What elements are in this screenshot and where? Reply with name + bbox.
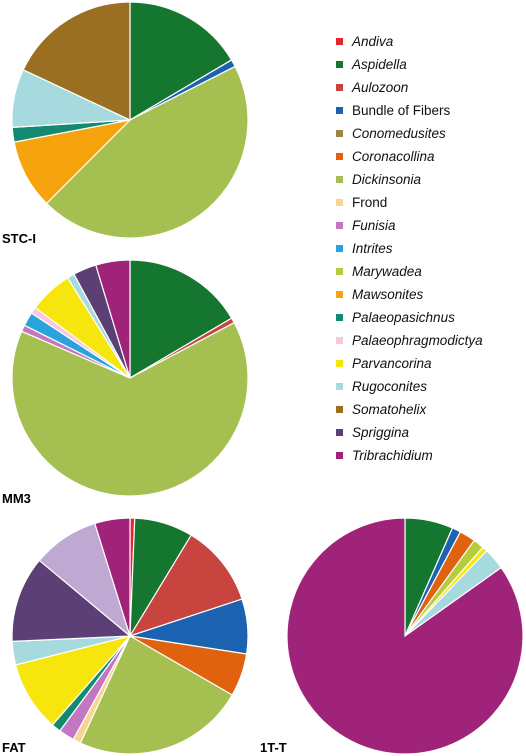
legend-label: Marywadea <box>352 264 422 279</box>
pie-slice-fat-tribrachidium <box>94 517 131 637</box>
pie-slice-fat-spriggina <box>11 559 132 642</box>
legend-swatch <box>336 383 343 390</box>
legend-swatch <box>336 130 343 137</box>
legend-label: Conomedusites <box>352 126 446 141</box>
legend-swatch <box>336 153 343 160</box>
legend-swatch <box>336 337 343 344</box>
legend-item-palaeopasichnus: Palaeopasichnus <box>336 306 526 329</box>
pie-label-1t-t: 1T-T <box>260 740 287 755</box>
legend-label: Funisia <box>352 218 396 233</box>
legend-label: Andiva <box>352 34 394 49</box>
pie-slice-mm3-aspidella <box>129 259 233 380</box>
pie-slice-stc-i-somatohelix <box>22 1 131 121</box>
legend-swatch <box>336 406 343 413</box>
legend-item-parvancorina: Parvancorina <box>336 352 526 375</box>
legend-label: Frond <box>352 195 388 210</box>
legend-label: Coronacollina <box>352 149 435 164</box>
legend-label: Aspidella <box>352 57 407 72</box>
legend-item-palaeophragmodictya: Palaeophragmodictya <box>336 329 526 352</box>
pie-slice-stc-i-dickinsonia <box>45 65 249 239</box>
legend-item-spriggina: Spriggina <box>336 421 526 444</box>
legend-label: Spriggina <box>352 425 410 440</box>
pie-label-fat: FAT <box>2 740 26 755</box>
legend-item-marywadea: Marywadea <box>336 260 526 283</box>
legend-item-aspidella: Aspidella <box>336 53 526 76</box>
pie-slice-fat-aulozoon <box>128 534 243 638</box>
legend-swatch <box>336 199 343 206</box>
pie-slice-mm3-dickinsonia <box>11 321 249 497</box>
legend-item-tribrachidium: Tribrachidium <box>336 444 526 467</box>
legend-label: Aulozoon <box>352 80 409 95</box>
legend-swatch <box>336 360 343 367</box>
legend-item-bundle-of-fibers: Bundle of Fibers <box>336 99 526 122</box>
legend-swatch <box>336 245 343 252</box>
pie-slice-1t-t-tribrachidium <box>286 517 524 755</box>
pie-group <box>11 1 524 755</box>
legend-label: Rugoconites <box>352 379 428 394</box>
legend-label: Mawsonites <box>352 287 424 302</box>
legend-item-mawsonites: Mawsonites <box>336 283 526 306</box>
pie-label-stc-i: STC-I <box>2 231 36 246</box>
legend-item-dickinsonia: Dickinsonia <box>336 168 526 191</box>
legend-swatch <box>336 176 343 183</box>
legend-item-aulozoon: Aulozoon <box>336 76 526 99</box>
legend-item-andiva: Andiva <box>336 30 526 53</box>
legend-swatch <box>336 429 343 436</box>
legend-swatch <box>336 107 343 114</box>
legend-label: Tribrachidium <box>352 448 433 463</box>
legend-swatch <box>336 268 343 275</box>
legend-item-somatohelix: Somatohelix <box>336 398 526 421</box>
legend-item-funisia: Funisia <box>336 214 526 237</box>
legend-swatch <box>336 38 343 45</box>
legend-label: Parvancorina <box>352 356 432 371</box>
legend-label: Dickinsonia <box>352 172 422 187</box>
legend-swatch <box>336 291 343 298</box>
pie-slice-fat-dickinsonia <box>79 635 234 755</box>
legend-item-conomedusites: Conomedusites <box>336 122 526 145</box>
pie-slice-stc-i-aspidella <box>129 1 233 122</box>
legend-swatch <box>336 84 343 91</box>
legend-label: Palaeopasichnus <box>352 310 455 325</box>
legend-label: Somatohelix <box>352 402 427 417</box>
legend-item-rugoconites: Rugoconites <box>336 375 526 398</box>
legend-swatch <box>336 222 343 229</box>
legend: Andiva Aspidella Aulozoon Bundle of Fibers C… <box>336 30 526 467</box>
pie-label-mm3: MM3 <box>2 491 31 506</box>
legend-label: Bundle of Fibers <box>352 103 451 118</box>
legend-item-coronacollina: Coronacollina <box>336 145 526 168</box>
legend-swatch <box>336 314 343 321</box>
legend-label: Intrites <box>352 241 393 256</box>
pie-slice-mm3-tribrachidium <box>95 259 131 379</box>
legend-item-frond: Frond <box>336 191 526 214</box>
legend-swatch <box>336 61 343 68</box>
legend-swatch <box>336 452 343 459</box>
legend-item-intrites: Intrites <box>336 237 526 260</box>
legend-label: Palaeophragmodictya <box>352 333 483 348</box>
